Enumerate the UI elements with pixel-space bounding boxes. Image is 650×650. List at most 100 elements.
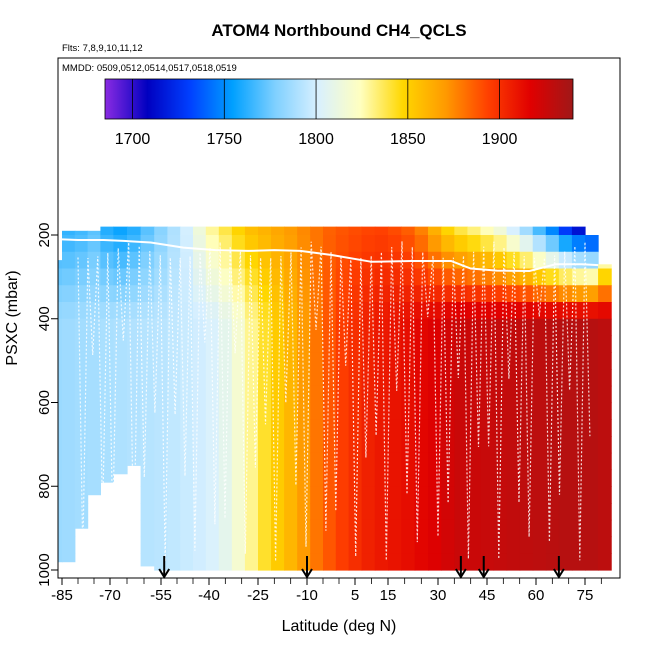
heatmap-cell (545, 285, 560, 303)
heatmap-cell (193, 352, 207, 370)
heatmap-cell (323, 519, 337, 538)
heatmap-cell (62, 335, 76, 353)
heatmap-cell (335, 452, 350, 471)
heatmap-cell (545, 436, 560, 454)
heatmap-cell (401, 402, 416, 420)
chart-title: ATOM4 Northbound CH4_QCLS (211, 21, 466, 40)
heatmap-cell (323, 402, 337, 420)
heatmap-cell (244, 268, 259, 286)
colorbar-ticks: 1700 1750 1800 1850 1900 (115, 79, 517, 148)
heatmap-cell (271, 452, 285, 471)
heatmap-cell (205, 285, 220, 303)
heatmap-cell (454, 519, 468, 538)
heatmap-cell (401, 235, 416, 253)
heatmap-cell (271, 268, 285, 286)
heatmap-cell (335, 402, 350, 420)
x-tick-label: 45 (479, 587, 496, 604)
heatmap-cell (140, 302, 155, 320)
down-arrow (553, 556, 565, 579)
heatmap-cell (231, 402, 246, 420)
heatmap-cell (598, 419, 612, 437)
heatmap-cell (361, 452, 376, 471)
heatmap-cell (58, 260, 63, 270)
heatmap-cell (598, 436, 612, 454)
heatmap-cell (297, 369, 311, 387)
heatmap-cell (205, 436, 220, 454)
heatmap-cell (271, 536, 285, 554)
heatmap-cell (585, 268, 599, 286)
heatmap-cell (218, 402, 233, 420)
heatmap-cell (519, 385, 534, 404)
heatmap-cell (519, 503, 534, 521)
heatmap-cell (558, 285, 573, 303)
heatmap-cell (348, 419, 363, 437)
heatmap-cell (258, 235, 272, 253)
heatmap-cell (154, 369, 168, 387)
heatmap-cell (284, 452, 298, 471)
heatmap-cell (231, 251, 246, 270)
heatmap-cell (218, 486, 233, 504)
heatmap-cell (193, 268, 207, 286)
heatmap-cell (154, 469, 168, 487)
heatmap-cell (545, 302, 560, 320)
heatmap-cell (74, 402, 89, 420)
heatmap-cell (74, 302, 89, 320)
heatmap-cell (205, 486, 220, 504)
heatmap-cell (348, 402, 363, 420)
heatmap-cell (323, 553, 337, 571)
heatmap-cell (258, 369, 272, 387)
heatmap-cell (58, 402, 63, 420)
heatmap-cell (244, 536, 259, 554)
heatmap-cell (193, 251, 207, 270)
heatmap-cell (441, 385, 455, 404)
heatmap-cell (58, 503, 63, 521)
heatmap-cell (506, 318, 521, 337)
heatmap-cell (284, 302, 298, 320)
heatmap-cell (180, 503, 194, 521)
heatmap-cell (258, 553, 272, 571)
heatmap-cell (284, 268, 298, 286)
heatmap-cell (428, 402, 442, 420)
heatmap-cell (532, 335, 547, 353)
heatmap-cell (414, 226, 429, 236)
heatmap-cell (113, 402, 128, 420)
heatmap-cell (441, 318, 455, 337)
heatmap-cell (205, 226, 220, 236)
heatmap-cell (113, 352, 128, 370)
heatmap-cell (348, 318, 363, 337)
heatmap-cell (310, 553, 324, 571)
heatmap-cell (480, 335, 495, 353)
heatmap-cell (388, 553, 402, 571)
heatmap-cell (348, 553, 363, 571)
heatmap-cell (401, 536, 416, 554)
flight-level-path (58, 238, 599, 273)
heatmap-cell (323, 369, 337, 387)
heatmap-cell (335, 469, 350, 487)
heatmap-cell (218, 469, 233, 487)
heatmap-cell (571, 385, 586, 404)
heatmap-cell (271, 302, 285, 320)
heatmap-cell (140, 503, 155, 521)
heatmap-cell (348, 335, 363, 353)
heatmap-cell (297, 553, 311, 571)
heatmap-cell (154, 268, 168, 286)
heatmap-cell (374, 436, 389, 454)
heatmap-cell (218, 419, 233, 437)
heatmap-cell (335, 302, 350, 320)
heatmap-cell (519, 436, 534, 454)
heatmap-cell (100, 235, 114, 253)
heatmap-cell (284, 235, 298, 253)
heatmap-cell (271, 553, 285, 571)
heatmap-cell (585, 436, 599, 454)
heatmap-cell (480, 251, 495, 270)
heatmap-cell (441, 436, 455, 454)
x-tick-label: 15 (380, 587, 397, 604)
heatmap-cell (244, 452, 259, 471)
heatmap-cell (113, 419, 128, 437)
heatmap-cell (113, 335, 128, 353)
heatmap-cell (441, 369, 455, 387)
heatmap-cell (180, 486, 194, 504)
heatmap-cell (244, 519, 259, 538)
heatmap-cell (401, 553, 416, 571)
